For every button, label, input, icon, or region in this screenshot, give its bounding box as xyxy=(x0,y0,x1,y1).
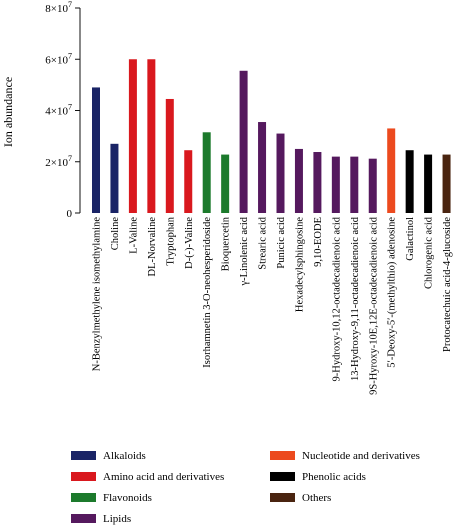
y-tick-label-exponent: 7 xyxy=(68,0,72,9)
legend-label: Amino acid and derivatives xyxy=(103,471,224,483)
category-label: 5ʹ-Deoxy-5ʹ-(methylthio) adenosine xyxy=(387,217,398,368)
legend-swatch xyxy=(270,493,295,502)
y-tick-label-base: 4×10 xyxy=(45,106,68,118)
category-label: Hexadecylsphingosine xyxy=(294,217,305,312)
bar xyxy=(442,154,451,213)
category-label: 9,10-EODE xyxy=(313,217,324,267)
y-tick-label: 2×107 xyxy=(45,154,72,169)
y-tick-label-base: 2×10 xyxy=(45,157,68,169)
y-tick-label: 4×107 xyxy=(45,103,72,118)
category-label: 9-Hydroxy-10,12-octadecadienoic acid xyxy=(331,216,342,381)
bar xyxy=(313,152,322,213)
bar xyxy=(221,154,230,213)
bar xyxy=(110,143,119,213)
bar xyxy=(331,156,340,213)
y-tick-label-base: 6×10 xyxy=(45,54,68,66)
category-label: DL-Norvaline xyxy=(147,217,158,277)
category-label: Tryptophan xyxy=(165,216,176,265)
legend-swatch xyxy=(71,493,96,502)
category-label: D-(-)-Valine xyxy=(184,217,195,269)
bar xyxy=(368,158,377,213)
legend-label: Phenolic acids xyxy=(302,471,366,483)
y-tick-label-exponent: 7 xyxy=(68,51,72,60)
category-label: L-Valine xyxy=(128,217,139,254)
y-tick-label: 8×107 xyxy=(45,0,72,15)
y-tick-label-base: 0 xyxy=(67,208,73,220)
category-label: Galactinol xyxy=(405,217,416,261)
y-tick-label-exponent: 7 xyxy=(68,154,72,163)
category-label: Isorhamnetin 3-O-neohesperidoside xyxy=(202,217,213,368)
category-label: Punicic acid xyxy=(276,216,287,268)
bar xyxy=(424,154,433,213)
category-label: Protocatechuic acid-4-glucoside xyxy=(442,217,453,352)
bar xyxy=(405,150,414,213)
category-label: N-Benzylmethylene isomethylamine xyxy=(92,217,103,372)
legend-swatch xyxy=(270,472,295,481)
legend-swatch xyxy=(71,472,96,481)
legend-swatch xyxy=(71,451,96,460)
bar xyxy=(258,122,267,213)
y-tick-label-exponent: 7 xyxy=(68,103,72,112)
legend-label: Lipids xyxy=(103,513,131,525)
category-label: γ-Linolenic acid xyxy=(239,216,250,286)
bar xyxy=(276,133,285,213)
bar xyxy=(294,148,303,213)
bar xyxy=(128,59,137,213)
y-tick-label-base: 8×10 xyxy=(45,3,68,15)
bar xyxy=(350,156,359,213)
legend-swatch xyxy=(270,451,295,460)
legend-label: Others xyxy=(302,492,331,504)
bar xyxy=(184,150,193,213)
category-label: 9S-Hyroxy-10E,12E-octadecadienoic acid xyxy=(368,216,379,395)
bar xyxy=(387,128,396,213)
bar xyxy=(92,87,100,213)
category-label: Chlorogenic acid xyxy=(424,216,435,289)
legend-label: Flavonoids xyxy=(103,492,152,504)
bar xyxy=(239,70,248,213)
y-tick-label: 6×107 xyxy=(45,51,72,66)
legend-swatch xyxy=(71,514,96,523)
category-label: Strearic acid xyxy=(258,216,269,270)
bar xyxy=(147,59,156,213)
category-label: Choline xyxy=(110,217,121,251)
bar xyxy=(165,98,174,213)
legend-label: Nucleotide and derivatives xyxy=(302,450,420,462)
legend-label: Alkaloids xyxy=(103,450,146,462)
category-label: Bioquercetin xyxy=(221,216,232,271)
category-label: 13-Hydroxy-9,11-octadecadienoic acid xyxy=(350,216,361,381)
y-tick-label: 0 xyxy=(67,208,73,220)
bar xyxy=(202,132,211,213)
y-axis-label: Ion abundance xyxy=(1,77,15,147)
